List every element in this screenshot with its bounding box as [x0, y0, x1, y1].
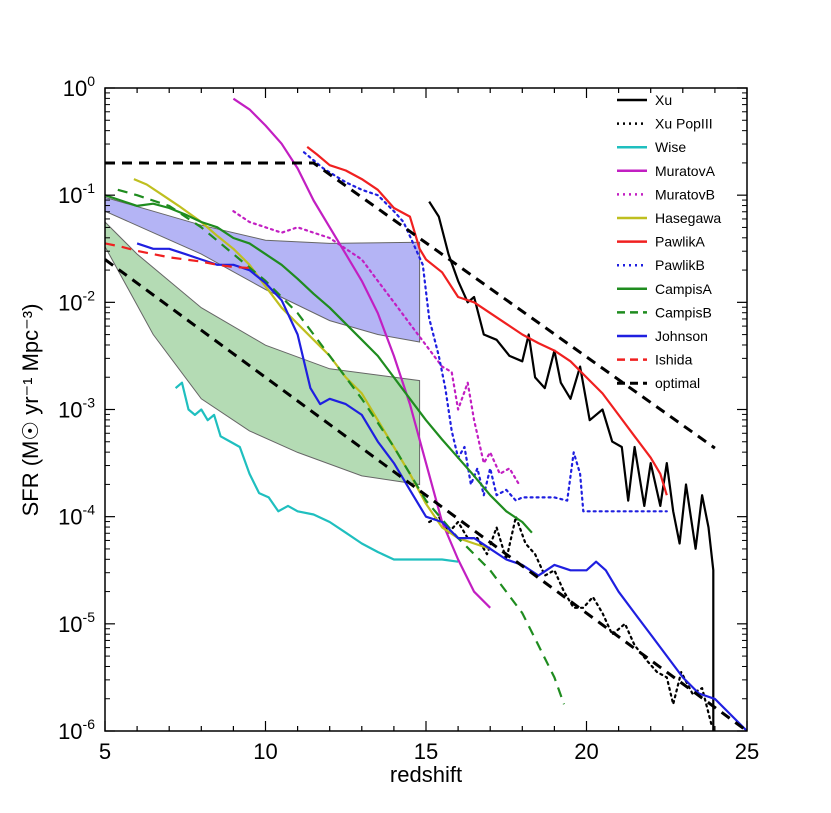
x-axis-title: redshift [390, 762, 462, 787]
series-pawlika [306, 146, 668, 496]
series-muratova [232, 97, 491, 609]
series-optimal [105, 161, 716, 450]
legend-label-xu-popiii: Xu PopIII [655, 116, 713, 132]
y-tick-label: 10-1 [58, 180, 95, 208]
y-axis-title: SFR (M☉ yr⁻¹ Mpc⁻³) [18, 304, 43, 517]
legend-label-hasegawa: Hasegawa [655, 210, 721, 226]
plot-background [105, 88, 747, 731]
series-xu-popiii [428, 515, 713, 727]
legend-label-xu: Xu [655, 92, 672, 108]
series-wise [174, 381, 459, 563]
legend-label-johnson: Johnson [655, 328, 708, 344]
y-tick-label: 10-2 [58, 287, 95, 315]
legend-label-ishida: Ishida [655, 352, 693, 368]
series-xu [428, 201, 715, 731]
x-tick-label: 20 [574, 739, 598, 764]
x-tick-label: 5 [99, 739, 111, 764]
x-tick-label: 25 [735, 739, 759, 764]
blue-band [105, 196, 421, 343]
series-optimal-lower [105, 258, 747, 731]
legend-label-optimal: optimal [655, 375, 700, 391]
y-tick-label: 100 [63, 73, 95, 101]
series-ishida [105, 242, 250, 270]
series-campisb [117, 188, 566, 705]
green-band [105, 221, 421, 486]
legend-label-wise: Wise [655, 139, 686, 155]
series-muratovb [232, 210, 521, 486]
legend-label-pawlikb: PawlikB [655, 257, 705, 273]
y-tick-label: 10-4 [58, 502, 95, 530]
series-campisa [105, 194, 533, 534]
series-hasegawa [133, 178, 491, 550]
x-tick-label: 15 [414, 739, 438, 764]
legend-label-campisa: CampisA [655, 281, 712, 297]
legend-label-pawlika: PawlikA [655, 234, 705, 250]
x-tick-label: 10 [253, 739, 277, 764]
plot-frame [104, 87, 748, 732]
legend-label-muratova: MuratovA [655, 163, 716, 179]
y-tick-label: 10-6 [58, 716, 95, 744]
legend-label-muratovb: MuratovB [655, 186, 715, 202]
y-tick-label: 10-5 [58, 609, 95, 637]
legend-label-campisb: CampisB [655, 304, 712, 320]
y-tick-label: 10-3 [58, 395, 95, 423]
